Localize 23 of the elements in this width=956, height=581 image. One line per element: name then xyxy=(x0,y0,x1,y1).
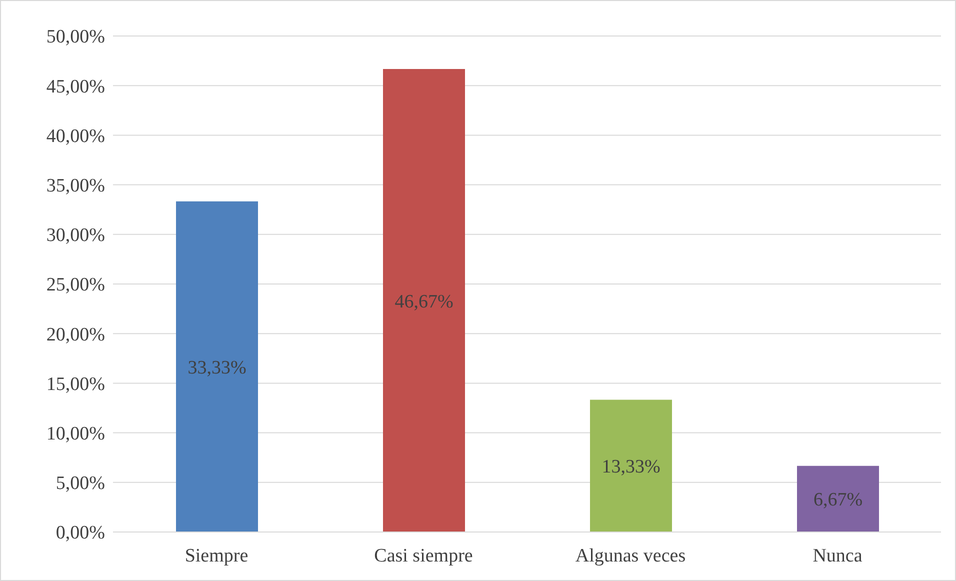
bar xyxy=(383,69,465,532)
data-label: 33,33% xyxy=(188,357,246,378)
y-tick-label: 45,00% xyxy=(46,76,106,98)
y-tick-label: 20,00% xyxy=(46,324,106,346)
bar xyxy=(176,201,258,532)
x-tick-label: Nunca xyxy=(812,545,863,566)
data-label: 6,67% xyxy=(813,490,863,511)
y-tick-label: 35,00% xyxy=(46,176,106,197)
x-tick-label: Algunas veces xyxy=(575,545,686,566)
data-label: 46,67% xyxy=(394,291,454,312)
bar xyxy=(590,400,672,532)
y-tick-label: 5,00% xyxy=(56,473,106,494)
bar xyxy=(797,466,879,532)
data-label: 13,33% xyxy=(602,456,660,478)
y-tick-label: 10,00% xyxy=(46,424,106,445)
y-tick-label: 15,00% xyxy=(46,374,106,395)
y-tick-label: 30,00% xyxy=(46,225,106,246)
y-tick-label: 0,00% xyxy=(56,522,106,544)
y-tick-label: 40,00% xyxy=(46,126,106,147)
y-tick-label: 25,00% xyxy=(46,274,106,296)
x-tick-label: Casi siempre xyxy=(374,545,473,566)
y-tick-label: 50,00% xyxy=(46,26,106,48)
x-tick-label: Siempre xyxy=(184,545,248,566)
